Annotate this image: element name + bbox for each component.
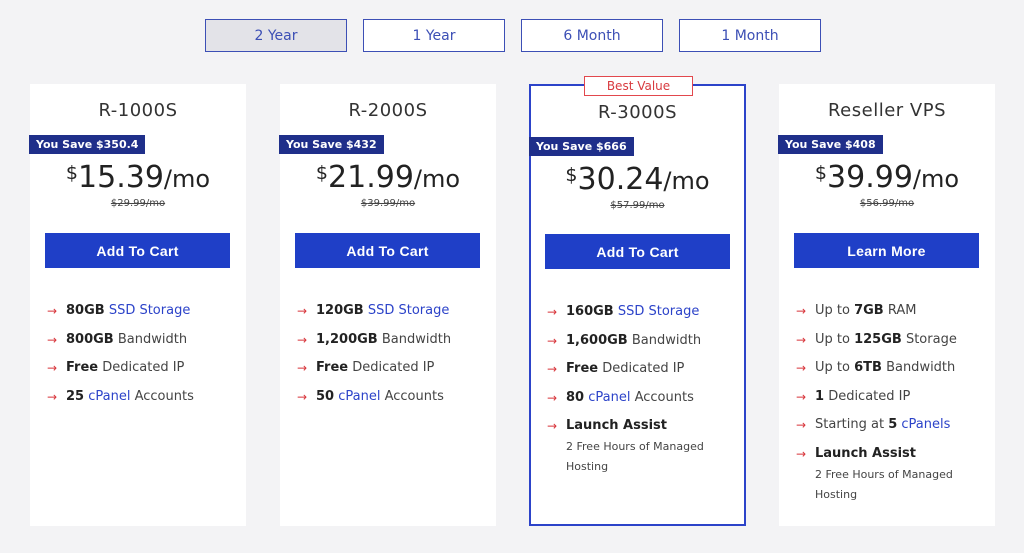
arrow-right-icon: → — [796, 446, 807, 461]
ssd-storage-link[interactable]: SSD Storage — [367, 303, 450, 318]
currency-symbol: $ — [565, 164, 578, 186]
price-period: /mo — [413, 165, 461, 193]
plan-name: R-3000S — [597, 102, 677, 123]
feature-item: → Free Dedicated IP — [297, 360, 435, 375]
feature-list: → 120GB SSD Storage → 1,200GB Bandwidth → F… — [297, 302, 488, 416]
feature-item: → 1,200GB Bandwidth — [297, 331, 452, 347]
feature-list: → Up to 7GB RAM → Up to 125GB Storage → Up … — [796, 302, 987, 513]
ssd-storage-link[interactable]: SSD Storage — [617, 304, 700, 319]
tab-6-month[interactable]: 6 Month — [521, 19, 663, 52]
savings-badge: You Save $350.4 — [29, 135, 146, 154]
arrow-right-icon: → — [796, 304, 807, 318]
price: $21.99/mo — [280, 160, 496, 195]
feature-item: → 120GB SSD Storage — [297, 303, 450, 318]
plan-name: R-2000S — [348, 100, 428, 121]
arrow-right-icon: → — [547, 419, 558, 433]
arrow-right-icon: → — [796, 418, 807, 432]
arrow-right-icon: → — [547, 333, 558, 348]
feature-item: → 25 cPanel Accounts — [47, 388, 194, 404]
arrow-right-icon: → — [547, 390, 558, 405]
arrow-right-icon: → — [297, 361, 308, 375]
plan-name: R-1000S — [98, 100, 178, 121]
arrow-right-icon: → — [47, 304, 58, 318]
feature-item: → Up to 6TB Bandwidth — [796, 360, 956, 375]
feature-list: → 80GB SSD Storage → 800GB Bandwidth → Free… — [47, 302, 238, 416]
price-amount: 21.99 — [328, 160, 414, 195]
learn-more-button[interactable]: Learn More — [794, 233, 979, 268]
arrow-right-icon: → — [796, 361, 807, 375]
cpanel-link[interactable]: cPanel — [338, 388, 381, 404]
savings-badge: You Save $432 — [279, 135, 384, 154]
arrow-right-icon: → — [47, 332, 58, 347]
feature-item: → 1,600GB Bandwidth — [547, 332, 702, 348]
ssd-storage-link[interactable]: SSD Storage — [108, 303, 191, 318]
feature-item: → Free Dedicated IP — [47, 360, 185, 375]
tab-1-year[interactable]: 1 Year — [363, 19, 505, 52]
old-price: $57.99/mo — [610, 200, 665, 211]
feature-item: → 1 Dedicated IP — [796, 388, 911, 404]
price-period: /mo — [163, 165, 211, 193]
arrow-right-icon: → — [796, 332, 807, 347]
plan-card-r-1000s: R-1000S You Save $350.4 $15.39/mo $29.99… — [29, 84, 246, 526]
currency-symbol: $ — [315, 162, 329, 184]
plan-card-reseller-vps: Reseller VPS You Save $408 $39.99/mo $56… — [778, 84, 995, 526]
arrow-right-icon: → — [297, 304, 308, 318]
feature-item: → Up to 7GB RAM — [796, 303, 917, 318]
feature-subtext: 2 Free Hours of Managed Hosting — [566, 440, 704, 473]
price-amount: 39.99 — [827, 160, 913, 195]
currency-symbol: $ — [814, 162, 828, 184]
add-to-cart-button[interactable]: Add To Cart — [545, 234, 730, 269]
plan-card-r-3000s: Best Value R-3000S You Save $666 $30.24/… — [529, 76, 746, 526]
feature-item: → Starting at 5 cPanels — [796, 417, 951, 432]
feature-list: → 160GB SSD Storage → 1,600GB Bandwidth → F… — [547, 303, 736, 485]
plan-name: Reseller VPS — [827, 100, 947, 121]
currency-symbol: $ — [65, 162, 79, 184]
add-to-cart-button[interactable]: Add To Cart — [295, 233, 480, 268]
arrow-right-icon: → — [47, 361, 58, 375]
savings-badge: You Save $408 — [778, 135, 883, 154]
feature-item: → Launch Assist 2 Free Hours of Managed Ho… — [547, 417, 736, 477]
feature-item: → 800GB Bandwidth — [47, 331, 188, 347]
price-period: /mo — [912, 165, 960, 193]
price-period: /mo — [663, 167, 710, 195]
price: $15.39/mo — [30, 160, 246, 195]
feature-subtext: 2 Free Hours of Managed Hosting — [815, 467, 953, 501]
tab-2-year[interactable]: 2 Year — [205, 19, 347, 52]
feature-item: → 160GB SSD Storage — [547, 304, 700, 319]
tab-1-month[interactable]: 1 Month — [679, 19, 821, 52]
feature-item: → Free Dedicated IP — [547, 361, 685, 376]
feature-item: → Up to 125GB Storage — [796, 331, 957, 347]
feature-item: → 80GB SSD Storage — [47, 303, 191, 318]
feature-item: → Launch Assist 2 Free Hours of Managed Ho… — [796, 445, 987, 505]
plan-card-r-2000s: R-2000S You Save $432 $21.99/mo $39.99/m… — [279, 84, 496, 526]
add-to-cart-button[interactable]: Add To Cart — [45, 233, 230, 268]
old-price: $29.99/mo — [110, 198, 166, 209]
price: $39.99/mo — [779, 160, 995, 195]
arrow-right-icon: → — [297, 389, 308, 404]
arrow-right-icon: → — [297, 332, 308, 347]
best-value-badge: Best Value — [584, 76, 693, 96]
price: $30.24/mo — [531, 162, 744, 197]
price-amount: 30.24 — [577, 162, 664, 197]
old-price: $56.99/mo — [859, 198, 915, 209]
arrow-right-icon: → — [547, 305, 558, 319]
savings-badge: You Save $666 — [529, 137, 634, 156]
price-amount: 15.39 — [78, 160, 164, 195]
feature-item: → 80 cPanel Accounts — [547, 389, 694, 405]
cpanel-link[interactable]: cPanel — [88, 388, 131, 404]
cpanel-link[interactable]: cPanel — [588, 389, 631, 405]
old-price: $39.99/mo — [360, 198, 416, 209]
arrow-right-icon: → — [47, 389, 58, 404]
feature-item: → 50 cPanel Accounts — [297, 388, 444, 404]
cpanel-link[interactable]: cPanel — [901, 417, 944, 432]
arrow-right-icon: → — [796, 389, 807, 404]
arrow-right-icon: → — [547, 362, 558, 376]
